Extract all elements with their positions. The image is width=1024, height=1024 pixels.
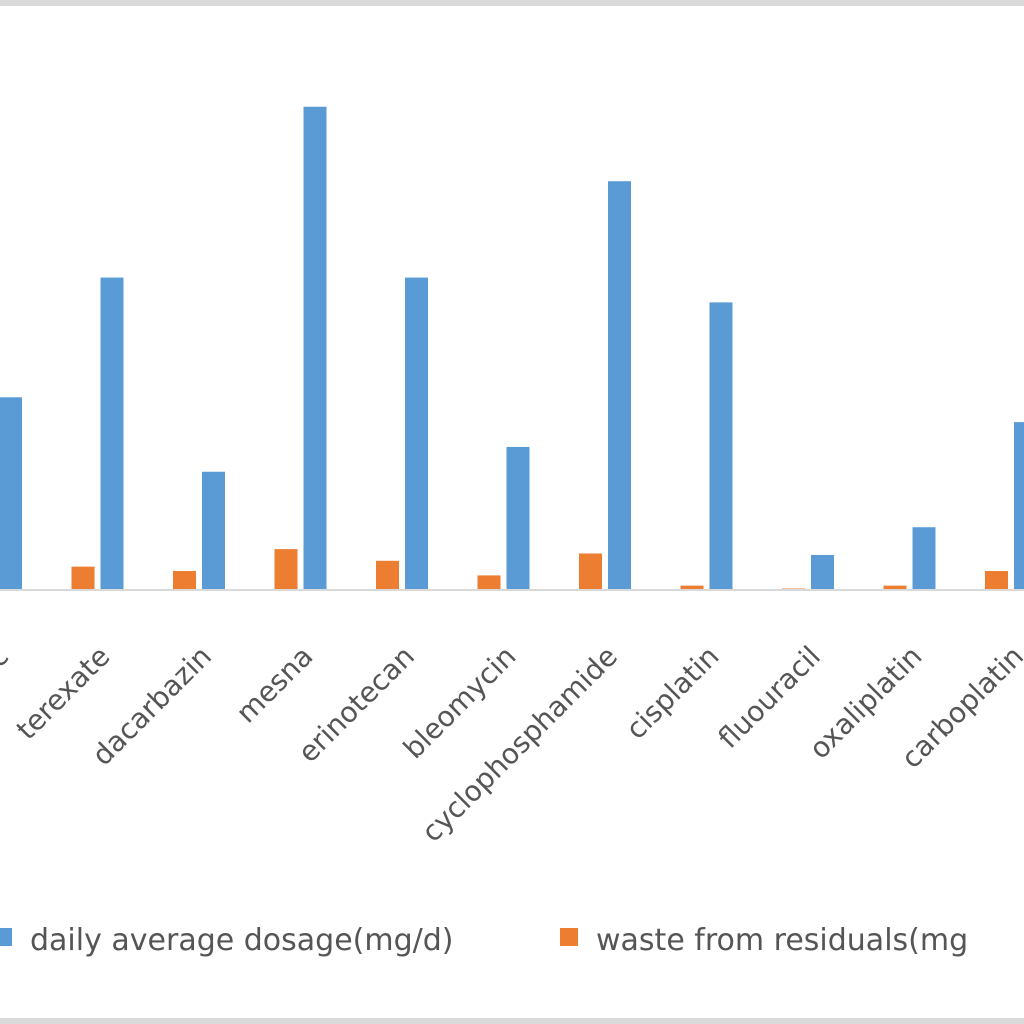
- legend-swatch-waste: [560, 928, 578, 946]
- category-label-7: cyclophosphamide: [415, 640, 624, 849]
- bar-waste-3: [173, 571, 196, 590]
- bar-dosage-9: [811, 554, 834, 590]
- bar-dosage-5: [405, 277, 428, 590]
- bar-dosage-7: [608, 181, 631, 590]
- bar-waste-2: [71, 566, 95, 590]
- legend: daily average dosage(mg/d) waste from re…: [0, 923, 968, 958]
- bar-waste-8: [680, 585, 704, 590]
- bar-waste-10: [883, 585, 907, 590]
- bar-dosage-10: [912, 527, 936, 590]
- bar-dosage-3: [202, 471, 225, 590]
- category-label-1: c: [0, 640, 15, 674]
- bar-waste-11: [985, 571, 1008, 590]
- bars-group: [0, 106, 1024, 591]
- bar-waste-6: [477, 575, 501, 590]
- bar-dosage-11: [1014, 422, 1024, 590]
- bar-dosage-4: [303, 106, 327, 591]
- bar-waste-4: [274, 549, 298, 590]
- bar-dosage-6: [506, 446, 530, 590]
- legend-label-dosage: daily average dosage(mg/d): [30, 923, 453, 958]
- bar-dosage-1: [0, 397, 22, 590]
- bar-waste-7: [579, 553, 602, 590]
- category-label-4: mesna: [230, 640, 320, 730]
- legend-swatch-dosage: [0, 928, 12, 946]
- bar-waste-5: [376, 560, 399, 590]
- category-label-2: terexate: [10, 640, 117, 747]
- chart-frame: c terexate dacarbazin mesna erinotecan bleomy…: [0, 6, 1024, 1018]
- legend-label-waste: waste from residuals(mg: [596, 923, 968, 958]
- category-label-8: cisplatin: [619, 640, 725, 746]
- bar-dosage-8: [709, 302, 733, 590]
- bar-dosage-2: [100, 277, 124, 590]
